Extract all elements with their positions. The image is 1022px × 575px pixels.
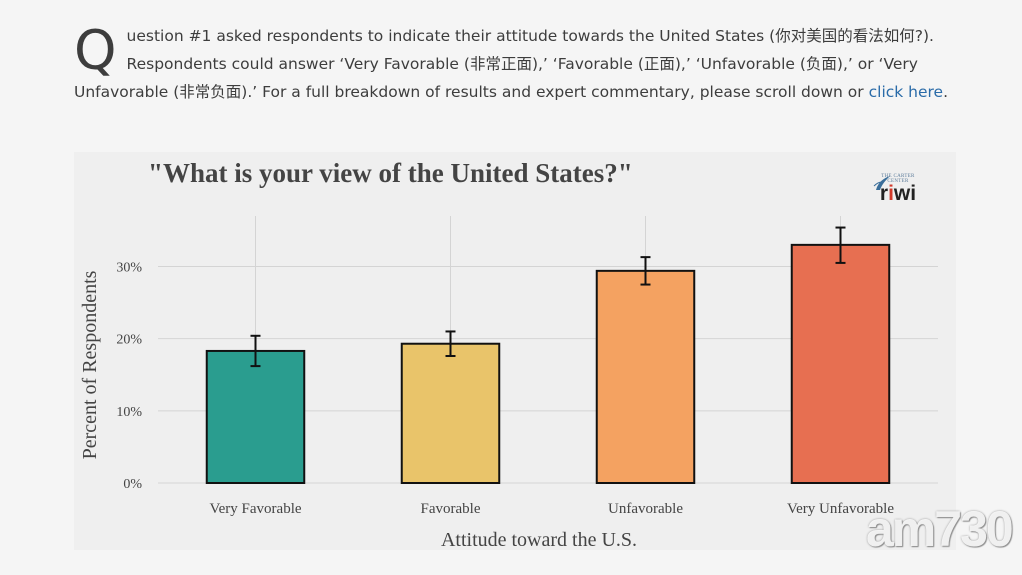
click-here-link[interactable]: click here <box>868 83 944 101</box>
dropcap: Q <box>74 19 117 82</box>
y-tick-label: 30% <box>116 261 142 276</box>
chart-panel: 0% 10% 20% 30% Very Favorable Favorable Unfavo… <box>74 152 956 550</box>
tick-labels: 0% 10% 20% 30% Very Favorable Favorable Unfavo… <box>116 261 894 517</box>
y-tick-label: 10% <box>116 405 142 420</box>
carter-center-logo: THE CARTER CENTER <box>881 174 915 184</box>
error-bars <box>250 226 846 368</box>
riwi-logo: riwi <box>879 182 917 205</box>
y-axis-label: Percent of Respondents <box>79 270 101 459</box>
x-tick-label: Favorable <box>421 501 481 517</box>
bars <box>205 243 891 484</box>
bar-very-favorable <box>205 349 306 484</box>
intro-tail: . <box>943 83 949 101</box>
chart-title: "What is your view of the United States?… <box>148 158 633 188</box>
y-tick-label: 0% <box>123 477 142 492</box>
bar-chart: 0% 10% 20% 30% Very Favorable Favorable Unfavo… <box>79 216 938 550</box>
x-tick-label: Very Favorable <box>209 501 301 517</box>
bar-very-unfavorable <box>790 243 891 484</box>
intro-paragraph: Q uestion #1 asked respondents to indica… <box>74 22 954 106</box>
bar-unfavorable <box>595 269 696 484</box>
am730-watermark: am730 <box>866 501 1014 557</box>
bar-favorable <box>400 342 501 484</box>
x-tick-label: Unfavorable <box>608 501 683 517</box>
y-tick-label: 20% <box>116 333 142 348</box>
bird-icon <box>873 176 890 190</box>
intro-text: uestion #1 asked respondents to indicate… <box>74 27 934 101</box>
x-axis-label: Attitude toward the U.S. <box>441 529 637 550</box>
sponsor-logos: THE CARTER CENTER riwi <box>872 174 924 204</box>
x-tick-label: Very Unfavorable <box>787 501 894 517</box>
